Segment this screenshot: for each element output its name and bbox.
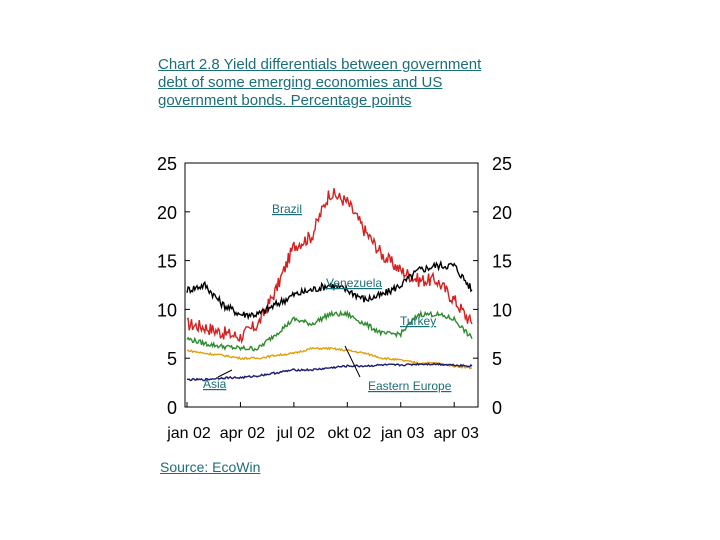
series-label-eastern-europe: Eastern Europe [368, 379, 452, 393]
series-label-venezuela: Venezuela [326, 276, 382, 290]
x-tick-label: apr 03 [434, 425, 479, 442]
y-tick-label-right: 15 [492, 252, 512, 272]
leader-line-asia [217, 369, 233, 378]
series-label-asia: Asia [203, 377, 227, 391]
leader-line-eastern-europe [344, 345, 361, 378]
series-line-eastern-europe [186, 346, 473, 370]
series-group [186, 188, 473, 382]
y-tick-label-right: 10 [492, 300, 512, 320]
series-line-brazil [186, 188, 473, 345]
y-tick-label-right: 0 [492, 398, 502, 418]
plot-frame [184, 162, 479, 408]
x-tick-label: jan 03 [380, 425, 425, 442]
x-tick-label: jul 02 [276, 425, 315, 442]
series-label-turkey: Turkey [400, 314, 436, 328]
series-line-turkey [186, 309, 473, 352]
y-tick-label-right: 25 [492, 154, 512, 174]
y-tick-label-right: 20 [492, 203, 512, 223]
source-note: Source: EcoWin [160, 459, 261, 475]
y-tick-label-left: 20 [157, 203, 177, 223]
y-tick-label-left: 25 [157, 154, 177, 174]
y-tick-label-right: 5 [492, 349, 502, 369]
y-tick-label-left: 0 [167, 398, 177, 418]
series-line-asia [186, 362, 473, 382]
series-labels: Brazil Venezuela Turkey Eastern Europe Asia [203, 202, 452, 393]
y-tick-label-left: 10 [157, 300, 177, 320]
series-label-brazil: Brazil [272, 202, 302, 216]
y-axis-left: 0 5 10 15 20 25 [157, 154, 190, 418]
series-line-venezuela [186, 259, 473, 321]
x-tick-label: jan 02 [166, 425, 211, 442]
y-axis-right: 0 5 10 15 20 25 [473, 154, 512, 418]
y-tick-label-left: 5 [167, 349, 177, 369]
chart-title: Chart 2.8 Yield differentials between go… [158, 56, 482, 109]
x-axis: jan 02 apr 02 jul 02 okt 02 jan 03 apr 03 [166, 402, 479, 442]
x-tick-label: apr 02 [220, 425, 265, 442]
y-tick-label-left: 15 [157, 252, 177, 272]
x-tick-label: okt 02 [328, 425, 372, 442]
